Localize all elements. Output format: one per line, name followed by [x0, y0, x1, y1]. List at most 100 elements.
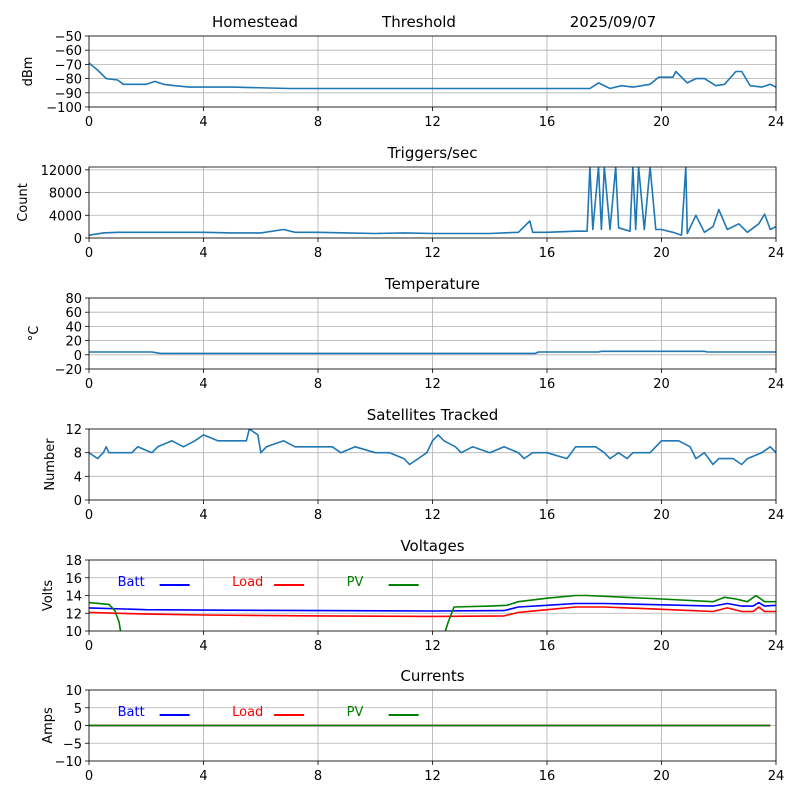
y-tick-label: 12000 [41, 164, 82, 179]
x-tick-label: 8 [314, 246, 322, 261]
x-tick-label: 4 [199, 246, 207, 261]
legend-label-load: Load [232, 575, 263, 590]
x-tick-label: 20 [653, 246, 670, 261]
y-tick-label: 0 [74, 232, 82, 247]
x-tick-label: 24 [768, 115, 785, 130]
y-axis-label: Count [16, 183, 31, 222]
y-tick-label: 4000 [49, 209, 82, 224]
date-title: 2025/09/07 [570, 13, 656, 31]
series-line-data [89, 62, 776, 90]
x-tick-label: 16 [539, 115, 556, 130]
x-tick-label: 20 [653, 639, 670, 654]
y-tick-label: 10 [65, 625, 82, 640]
x-tick-label: 20 [653, 115, 670, 130]
y-tick-label: −80 [55, 73, 82, 88]
x-tick-label: 12 [424, 377, 441, 392]
chart-panel-6: Batt Load PV 0 4 8 12 16 20 24 −10 −5 0 5 10 Amps Curren… [41, 667, 784, 784]
y-axis-label: °C [27, 326, 42, 342]
y-tick-label: 80 [65, 292, 82, 307]
y-tick-label: 14 [65, 590, 82, 605]
x-tick-label: 24 [768, 639, 785, 654]
x-tick-label: 8 [314, 377, 322, 392]
chart-panel-1: 0 4 8 12 16 20 24 −100−90−80−70−60−50 dBm [21, 30, 784, 130]
y-tick-label: −100 [46, 101, 82, 116]
series-line-pv [89, 594, 776, 631]
y-tick-label: −20 [55, 363, 82, 378]
x-tick-label: 24 [768, 508, 785, 523]
y-axis-label: Amps [41, 707, 56, 744]
x-tick-label: 4 [199, 639, 207, 654]
y-tick-label: 5 [74, 702, 82, 717]
x-tick-label: 8 [314, 508, 322, 523]
chart-panel-5: Batt Load PV 0 4 8 12 16 20 24 10 12 14 16 18 Volts Volt… [41, 537, 784, 654]
x-tick-label: 20 [653, 508, 670, 523]
y-tick-label: −50 [55, 30, 82, 45]
y-tick-label: 0 [74, 349, 82, 364]
x-tick-label: 12 [424, 246, 441, 261]
y-tick-label: −60 [55, 44, 82, 59]
x-tick-label: 12 [424, 639, 441, 654]
y-tick-label: 40 [65, 320, 82, 335]
x-tick-label: 12 [424, 115, 441, 130]
x-tick-label: 16 [539, 508, 556, 523]
x-tick-label: 8 [314, 115, 322, 130]
x-tick-label: 0 [85, 769, 93, 784]
y-tick-label: −5 [63, 737, 82, 752]
panel-title: Triggers/sec [387, 144, 478, 162]
x-tick-label: 16 [539, 769, 556, 784]
x-tick-label: 0 [85, 246, 93, 261]
series-line-data [89, 429, 776, 466]
y-axis-label: Number [43, 438, 58, 491]
x-tick-label: 4 [199, 508, 207, 523]
panel-title: Currents [400, 667, 464, 685]
series-line-batt [89, 601, 776, 612]
mode-title: Threshold [381, 13, 456, 31]
x-tick-label: 8 [314, 769, 322, 784]
series-line-data [89, 167, 776, 236]
legend-label-load: Load [232, 705, 263, 720]
x-tick-label: 24 [768, 377, 785, 392]
y-tick-label: 4 [74, 470, 82, 485]
panel-title: Satellites Tracked [367, 406, 498, 424]
x-tick-label: 16 [539, 377, 556, 392]
y-axis-label: Volts [41, 580, 56, 612]
y-tick-label: 8 [74, 447, 82, 462]
x-tick-label: 16 [539, 639, 556, 654]
legend-label-batt: Batt [118, 575, 145, 590]
x-tick-label: 0 [85, 377, 93, 392]
site-title: Homestead [212, 13, 298, 31]
x-tick-label: 4 [199, 769, 207, 784]
y-tick-label: −70 [55, 58, 82, 73]
y-tick-label: −90 [55, 87, 82, 102]
series-line-load [89, 606, 776, 618]
y-tick-label: 12 [65, 607, 82, 622]
y-tick-label: 20 [65, 335, 82, 350]
y-tick-label: 60 [65, 306, 82, 321]
x-tick-label: 8 [314, 639, 322, 654]
x-tick-label: 0 [85, 115, 93, 130]
y-tick-label: 0 [74, 720, 82, 735]
y-tick-label: 16 [65, 572, 82, 587]
x-tick-label: 20 [653, 769, 670, 784]
x-tick-label: 16 [539, 246, 556, 261]
series-line-data [89, 350, 776, 355]
chart-panel-4: 0 4 8 12 16 20 24 0 4 8 12 Number Satellites Tracked [43, 406, 784, 523]
y-axis-label: dBm [21, 57, 36, 87]
y-tick-label: 10 [65, 684, 82, 699]
legend-label-batt: Batt [118, 705, 145, 720]
chart-panel-2: 0 4 8 12 16 20 24 0 4000 8000 12000 Count Triggers/s… [16, 144, 784, 261]
panel-title: Voltages [400, 537, 464, 555]
x-tick-label: 0 [85, 639, 93, 654]
x-tick-label: 12 [424, 508, 441, 523]
y-tick-label: −10 [55, 755, 82, 770]
y-tick-label: 8000 [49, 187, 82, 202]
x-tick-label: 4 [199, 115, 207, 130]
x-tick-label: 20 [653, 377, 670, 392]
y-tick-label: 0 [74, 494, 82, 509]
x-tick-label: 4 [199, 377, 207, 392]
x-tick-label: 0 [85, 508, 93, 523]
legend-label-pv: PV [347, 705, 364, 720]
x-tick-label: 12 [424, 769, 441, 784]
